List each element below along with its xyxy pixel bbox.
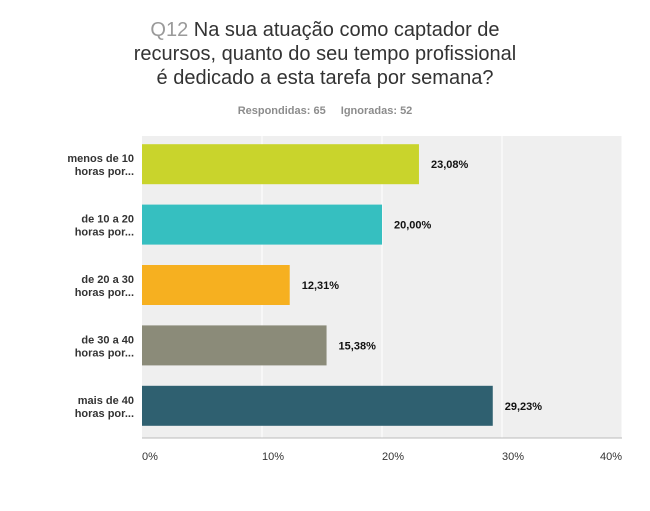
category-label: de 20 a 30 [81, 274, 134, 286]
bar [142, 325, 327, 366]
x-tick-label: 0% [142, 451, 158, 463]
x-tick-label: 30% [502, 451, 524, 463]
category-label: menos de 10 [67, 153, 134, 165]
title-line-2: recursos, quanto do seu tempo profission… [133, 43, 517, 65]
bar [142, 204, 382, 245]
x-tick-label: 40% [600, 451, 622, 463]
category-label: horas por... [75, 166, 134, 178]
skipped-count: Ignoradas: 52 [340, 105, 413, 117]
data-label: 29,23% [505, 401, 543, 413]
category-label: de 30 a 40 [81, 334, 134, 346]
category-label: horas por... [75, 408, 134, 420]
question-number: Q12 [150, 19, 189, 41]
category-label: de 10 a 20 [81, 214, 134, 226]
x-tick-label: 10% [262, 451, 284, 463]
title-line-1: Q12 Na sua atuação como captador de [0, 18, 650, 42]
data-label: 20,00% [394, 220, 432, 232]
title-line-3: é dedicado a esta tarefa por semana? [156, 67, 494, 89]
bar [142, 144, 419, 185]
title-text-1: Na sua atuação como captador de [193, 19, 500, 41]
category-label: horas por... [75, 347, 134, 359]
x-tick-label: 20% [382, 451, 404, 463]
data-label: 23,08% [431, 159, 469, 171]
chart-title: Q12 Na sua atuação como captador de recu… [0, 18, 650, 90]
bar [142, 385, 493, 426]
category-label: horas por... [75, 227, 134, 239]
answered-count: Respondidas: 65 [237, 105, 326, 117]
category-label: horas por... [75, 287, 134, 299]
category-label: mais de 40 [78, 395, 134, 407]
response-stats: Respondidas: 65 Ignoradas: 52 [0, 105, 650, 117]
data-label: 15,38% [339, 340, 377, 352]
data-label: 12,31% [302, 280, 340, 292]
bar [142, 265, 290, 305]
